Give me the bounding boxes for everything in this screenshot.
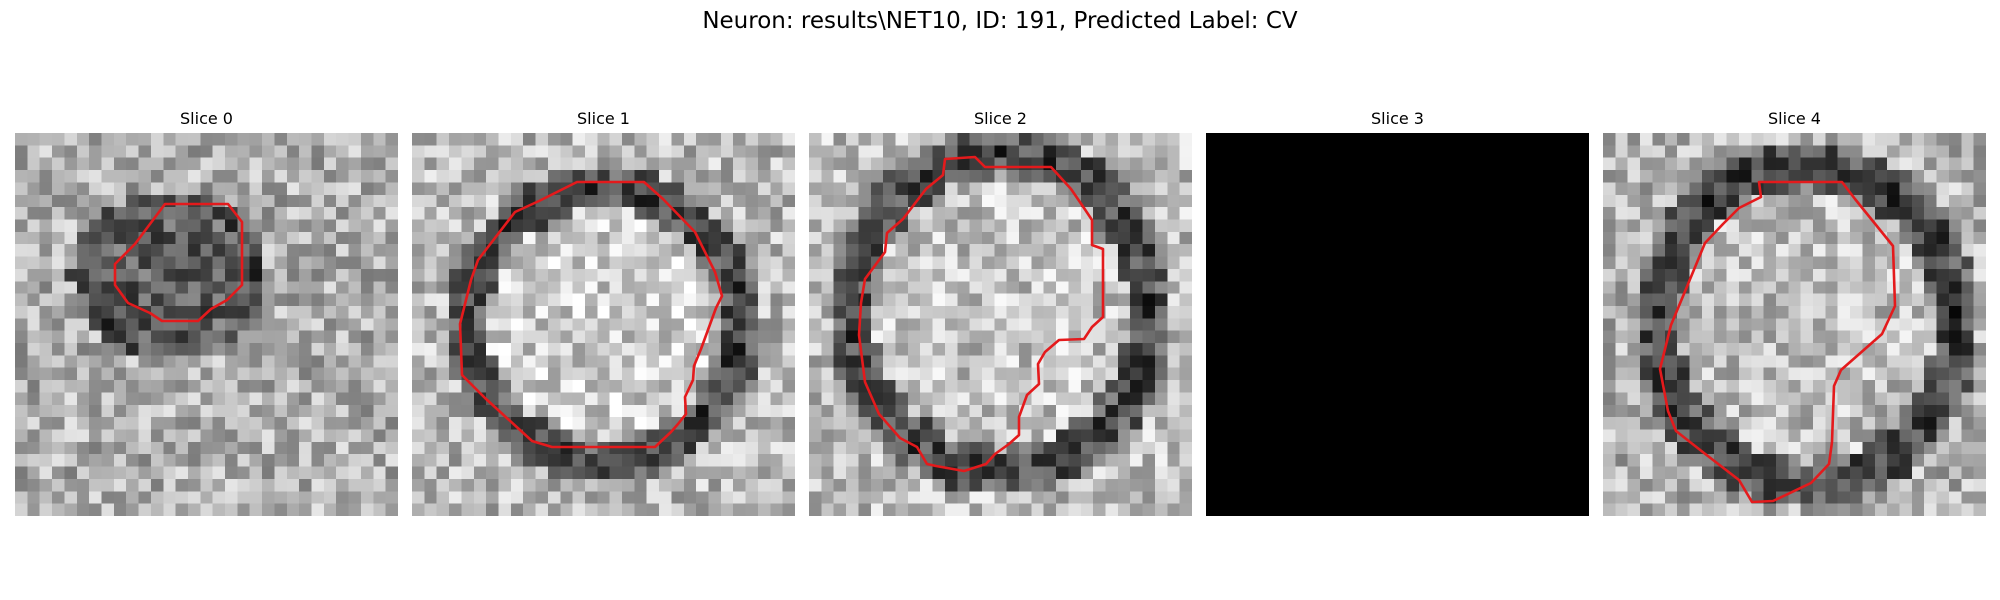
slice-panel-2: Slice 2 <box>809 108 1192 516</box>
pixel-grid <box>15 133 398 516</box>
slice-image <box>809 133 1192 516</box>
pixel-grid <box>1603 133 1986 516</box>
pixel-grid <box>412 133 795 516</box>
figure-title: Neuron: results\NET10, ID: 191, Predicte… <box>702 8 1298 34</box>
slice-title: Slice 4 <box>1768 109 1821 128</box>
slice-panel-1: Slice 1 <box>412 108 795 516</box>
slice-panel-3: Slice 3 <box>1206 108 1589 516</box>
slice-image <box>15 133 398 516</box>
slice-title: Slice 2 <box>974 109 1027 128</box>
pixel-grid <box>809 133 1192 516</box>
slice-panel-0: Slice 0 <box>15 108 398 516</box>
slice-title: Slice 1 <box>577 109 630 128</box>
neuron-contour-outline <box>458 180 724 449</box>
slice-title: Slice 3 <box>1371 109 1424 128</box>
slice-image <box>1603 133 1986 516</box>
neuron-contour-outline <box>113 202 244 323</box>
empty-slice-fill <box>1206 133 1589 516</box>
neuron-contour-outline <box>857 155 1105 473</box>
slice-image <box>412 133 795 516</box>
slice-title: Slice 0 <box>180 109 233 128</box>
slice-panel-4: Slice 4 <box>1603 108 1986 516</box>
slice-image <box>1206 133 1589 516</box>
neuron-contour-outline <box>1658 180 1897 504</box>
